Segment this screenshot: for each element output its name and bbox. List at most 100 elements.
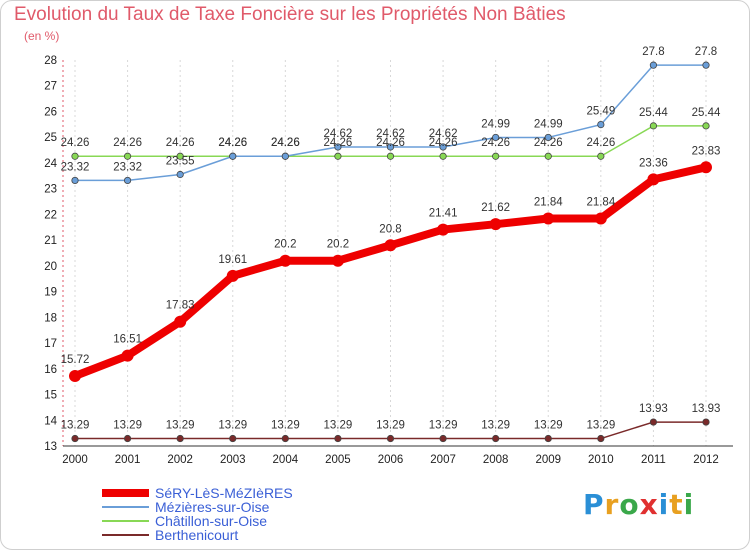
series-1-point-2010 — [597, 120, 605, 129]
chart-unit-label: (en %) — [24, 29, 60, 43]
series-2-label-2002: 24.26 — [166, 137, 195, 149]
y-tick-label-19: 19 — [44, 287, 57, 299]
series-1-point-2001 — [123, 176, 132, 185]
series-3-point-2006 — [386, 434, 395, 443]
series-1-point-2009 — [544, 133, 552, 142]
series-0-point-2003 — [226, 269, 239, 282]
series-0-label-2008: 21.62 — [481, 202, 510, 214]
series-2-point-2009 — [544, 152, 552, 160]
series-3-point-2011 — [649, 418, 658, 426]
series-0-point-2005 — [331, 254, 344, 267]
series-1-label-2009: 24.99 — [534, 118, 563, 130]
series-0-point-2000 — [69, 370, 81, 383]
series-3-label-2011: 13.93 — [639, 403, 668, 415]
series-2-point-2010 — [597, 152, 605, 160]
series-2-point-2012 — [702, 122, 710, 130]
series-0-label-2010: 21.84 — [586, 197, 615, 209]
series-1-point-2007 — [439, 143, 447, 151]
legend-label-0: SéRY-LèS-MéZIèRES — [155, 485, 293, 501]
series-0-label-2011: 23.36 — [639, 157, 668, 169]
series-0-label-2004: 20.2 — [274, 239, 296, 251]
series-0-label-2005: 20.2 — [327, 239, 349, 251]
series-1-label-2001: 23.32 — [113, 161, 142, 173]
series-3-point-2008 — [492, 434, 500, 443]
series-3-label-2012: 13.93 — [692, 403, 721, 415]
series-0-label-2012: 23.83 — [692, 145, 721, 157]
y-tick-label-24: 24 — [44, 158, 57, 170]
y-tick-label-16: 16 — [44, 364, 57, 376]
series-1-label-2005: 24.62 — [324, 128, 353, 140]
y-tick-label-18: 18 — [44, 312, 57, 324]
x-tick-label-2008: 2008 — [483, 454, 509, 466]
series-0-label-2002: 17.83 — [166, 300, 195, 312]
series-2-label-2012: 25.44 — [692, 107, 721, 119]
series-2-label-2001: 24.26 — [113, 137, 142, 149]
series-0-point-2010 — [594, 212, 607, 225]
series-2-point-2008 — [492, 152, 500, 160]
series-3-label-2002: 13.29 — [166, 420, 195, 432]
series-3-point-2012 — [702, 418, 710, 426]
series-1-point-2003 — [229, 152, 237, 160]
series-0-label-2009: 21.84 — [534, 197, 563, 209]
series-3-label-2006: 13.29 — [376, 420, 405, 432]
legend-label-1: Mézières-sur-Oise — [155, 499, 270, 515]
series-2-point-2001 — [123, 152, 132, 160]
series-2-point-2006 — [386, 152, 395, 160]
series-3-label-2008: 13.29 — [481, 420, 510, 432]
series-1-point-2005 — [334, 143, 342, 151]
series-3-label-2009: 13.29 — [534, 420, 563, 432]
series-0-label-2006: 20.8 — [379, 223, 401, 235]
y-tick-label-20: 20 — [44, 261, 57, 273]
x-tick-label-2003: 2003 — [220, 454, 246, 466]
x-tick-label-2002: 2002 — [167, 454, 193, 466]
y-tick-label-23: 23 — [44, 184, 57, 196]
plot-area — [63, 60, 733, 446]
series-1-label-2002: 23.55 — [166, 156, 195, 168]
series-0-point-2002 — [174, 315, 187, 328]
series-1-label-2000: 23.32 — [61, 161, 90, 173]
series-1-label-2012: 27.8 — [695, 46, 717, 58]
series-2-label-2011: 25.44 — [639, 107, 668, 119]
series-2-label-2004: 24.26 — [271, 137, 300, 149]
series-3-label-2000: 13.29 — [61, 420, 90, 432]
series-3-point-2005 — [334, 434, 342, 443]
series-2-point-2002 — [176, 152, 184, 160]
series-1-label-2004: 24.26 — [271, 137, 300, 149]
series-3-label-2005: 13.29 — [324, 420, 353, 432]
series-2-point-2000 — [71, 152, 79, 160]
series-1-label-2007: 24.62 — [429, 128, 458, 140]
series-1-label-2006: 24.62 — [376, 128, 405, 140]
series-0-label-2007: 21.41 — [429, 208, 458, 220]
series-1-label-2003: 24.26 — [218, 137, 247, 149]
x-tick-label-2000: 2000 — [62, 454, 88, 466]
series-2-label-2010: 24.26 — [586, 137, 615, 149]
series-1-point-2006 — [386, 143, 395, 151]
series-1-label-2008: 24.99 — [481, 118, 510, 130]
y-tick-label-27: 27 — [44, 81, 57, 93]
proxiti-logo: Proxiti — [583, 488, 695, 521]
series-2-label-2008: 24.26 — [481, 137, 510, 149]
series-0-label-2001: 16.51 — [113, 334, 142, 346]
series-3-point-2000 — [71, 434, 79, 443]
series-2-label-2007: 24.26 — [429, 137, 458, 149]
x-tick-label-2010: 2010 — [588, 454, 614, 466]
series-1-point-2011 — [649, 61, 658, 69]
series-1-point-2008 — [492, 133, 500, 142]
legend-label-3: Berthenicourt — [155, 527, 238, 543]
series-0-point-2011 — [647, 173, 660, 186]
series-0-point-2001 — [121, 349, 134, 362]
x-tick-label-2005: 2005 — [325, 454, 351, 466]
x-tick-label-2004: 2004 — [273, 454, 299, 466]
y-tick-label-17: 17 — [44, 338, 57, 350]
series-0-point-2008 — [489, 218, 502, 231]
series-3-label-2003: 13.29 — [218, 420, 247, 432]
series-1-point-2012 — [702, 61, 710, 69]
series-3-label-2001: 13.29 — [113, 420, 142, 432]
series-0-label-2000: 15.72 — [61, 354, 90, 366]
y-tick-label-22: 22 — [44, 209, 57, 221]
x-tick-label-2001: 2001 — [115, 454, 141, 466]
series-2-label-2009: 24.26 — [534, 137, 563, 149]
y-tick-label-13: 13 — [44, 441, 57, 453]
series-3-point-2002 — [176, 434, 184, 443]
